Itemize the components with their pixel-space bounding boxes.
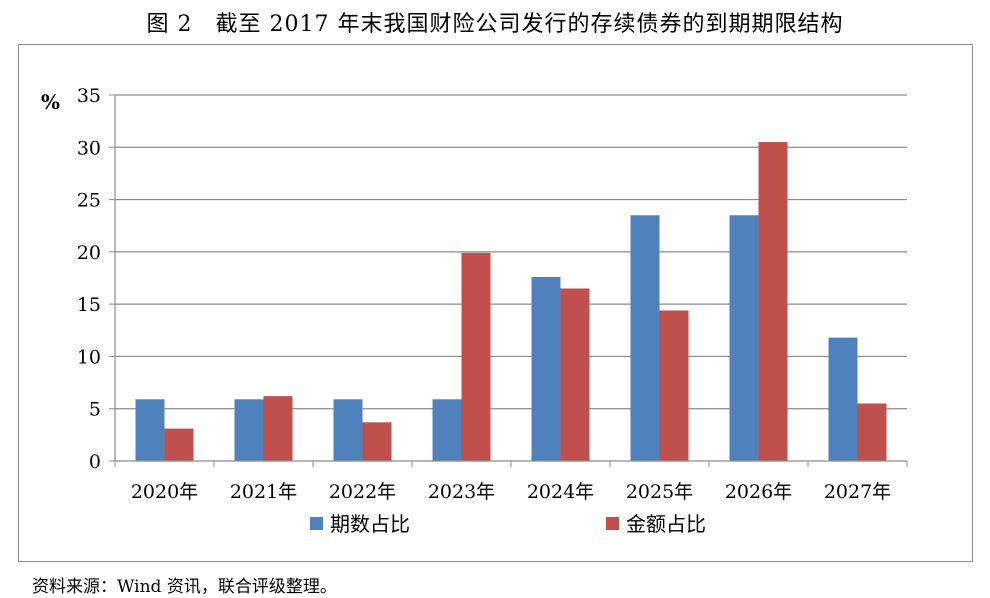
bar-count-share [432,399,462,461]
bar-count-share [531,276,561,461]
x-tick-label: 2026年 [725,481,792,503]
y-tick-label: 0 [89,451,101,473]
bar-count-share [234,399,264,461]
bar-count-share [729,215,759,461]
x-tick-label: 2024年 [527,481,594,503]
y-tick-label: 30 [77,137,101,159]
legend-swatch [606,517,619,530]
x-tick-label: 2022年 [329,481,396,503]
bar-count-share [630,215,660,461]
y-tick-label: 35 [77,85,101,107]
y-axis-label: % [41,90,60,114]
y-tick-label: 20 [77,242,101,264]
x-tick-label: 2020年 [131,481,198,503]
gridlines [115,94,907,410]
legend: 期数占比 金额占比 [310,512,706,536]
bar-amount-share [758,142,788,462]
bar-amount-share [659,310,689,461]
y-tick-label: 25 [77,190,101,212]
y-tick-label: 15 [77,294,101,316]
bar-amount-share [263,396,293,461]
bar-count-share [135,399,165,461]
chart-title: 图 2 截至 2017 年末我国财险公司发行的存续债券的到期期限结构 [146,12,844,37]
legend-label: 金额占比 [626,512,706,536]
bar-count-share [333,399,363,461]
legend-label: 期数占比 [330,512,410,536]
bar-amount-share [164,428,194,461]
bar-amount-share [461,252,491,461]
source-note: 资料来源：Wind 资讯，联合评级整理。 [32,577,337,597]
bars [135,142,887,462]
axis-labels: 0 5 10 15 20 25 30 35% 2020年 2021年 2022年 2023年 2024年… [41,85,891,503]
axes [109,94,908,467]
y-tick-label: 10 [77,346,101,368]
chart-frame [18,44,973,562]
bar-amount-share [362,422,392,461]
legend-swatch [310,517,323,530]
y-tick-label: 5 [89,399,101,421]
bar-count-share [828,337,858,461]
x-tick-label: 2027年 [824,481,891,503]
x-tick-label: 2025年 [626,481,693,503]
bar-amount-share [857,403,887,461]
bar-amount-share [560,288,590,461]
x-tick-label: 2023年 [428,481,495,503]
x-tick-label: 2021年 [230,481,297,503]
